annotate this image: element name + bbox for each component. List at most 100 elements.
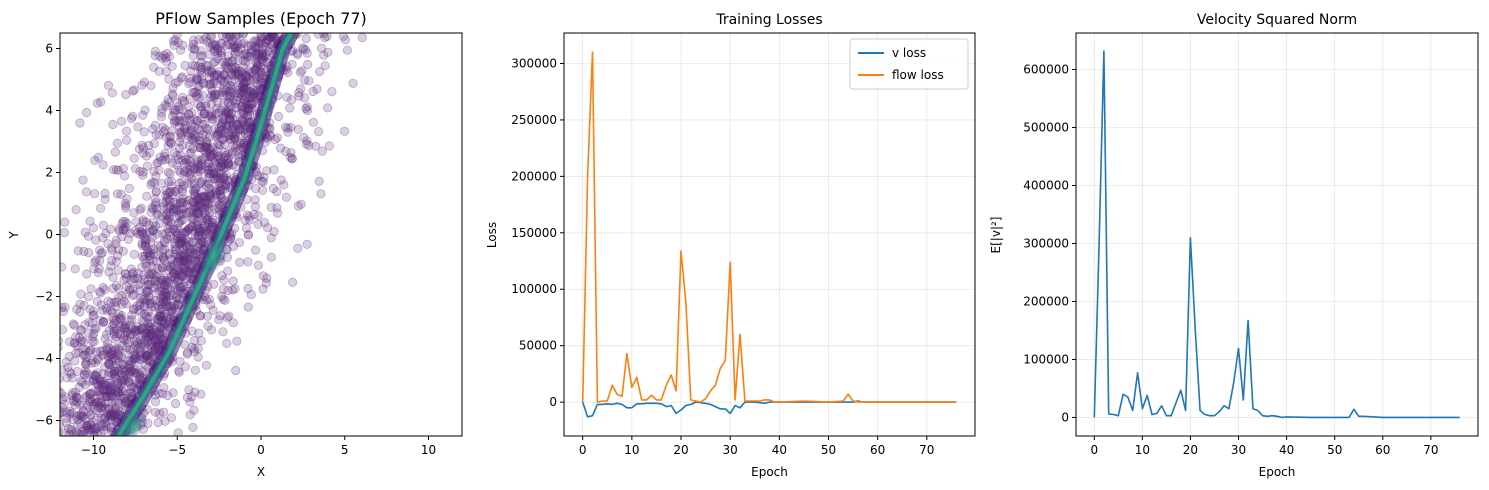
sample-point bbox=[126, 366, 136, 376]
sample-point bbox=[145, 328, 155, 338]
sample-point bbox=[118, 225, 128, 235]
sample-point bbox=[157, 211, 167, 221]
sample-point bbox=[209, 279, 219, 289]
sample-point bbox=[145, 148, 155, 158]
sample-point bbox=[185, 94, 195, 104]
sample-point bbox=[189, 344, 199, 354]
sample-point bbox=[252, 62, 262, 72]
sample-point bbox=[163, 276, 173, 286]
sample-point bbox=[192, 74, 202, 85]
sample-point bbox=[129, 336, 140, 346]
sample-point bbox=[41, 392, 49, 400]
sample-point bbox=[60, 306, 68, 317]
sample-point bbox=[154, 339, 164, 349]
sample-point bbox=[287, 154, 297, 164]
sample-point bbox=[164, 250, 174, 260]
sample-point bbox=[234, 66, 245, 76]
sample-point bbox=[195, 239, 205, 249]
sample-point bbox=[196, 159, 207, 169]
sample-point bbox=[122, 194, 132, 204]
sample-point bbox=[60, 336, 64, 346]
sample-point bbox=[147, 225, 158, 235]
velocity-norm-panel: 0 10 20 30 40 50 60 70 010000020000030000040000… bbox=[989, 12, 1479, 479]
sample-point bbox=[269, 227, 279, 237]
sample-point bbox=[169, 261, 179, 271]
sample-point bbox=[161, 190, 171, 200]
sample-point bbox=[217, 159, 227, 169]
sample-point bbox=[85, 345, 96, 355]
sample-point bbox=[209, 58, 219, 68]
sample-point bbox=[216, 38, 226, 48]
sample-point bbox=[75, 418, 86, 429]
sample-point bbox=[102, 343, 112, 353]
sample-point bbox=[129, 382, 139, 393]
sample-point bbox=[184, 128, 194, 139]
sample-point bbox=[160, 277, 170, 287]
sample-point bbox=[19, 356, 27, 364]
sample-point bbox=[242, 104, 252, 114]
sample-point bbox=[133, 325, 143, 335]
sample-point bbox=[222, 312, 232, 323]
sample-point bbox=[144, 321, 154, 332]
sample-point bbox=[217, 291, 227, 302]
sample-point bbox=[166, 261, 176, 271]
sample-point bbox=[92, 405, 102, 416]
sample-point bbox=[72, 396, 82, 407]
sample-point bbox=[302, 106, 312, 116]
sample-point bbox=[182, 200, 192, 210]
sample-point bbox=[95, 245, 105, 255]
sample-point bbox=[86, 409, 96, 419]
sample-point bbox=[120, 222, 130, 232]
sample-point bbox=[194, 247, 204, 257]
sample-point bbox=[73, 415, 83, 425]
sample-point bbox=[162, 57, 172, 67]
sample-point bbox=[137, 228, 147, 238]
sample-point bbox=[152, 229, 162, 239]
sample-point bbox=[115, 329, 125, 339]
sample-point bbox=[239, 79, 249, 89]
sample-point bbox=[114, 226, 125, 236]
sample-point bbox=[119, 393, 129, 403]
sample-point bbox=[292, 50, 303, 60]
sample-point bbox=[302, 59, 313, 70]
sample-point bbox=[116, 381, 126, 391]
sample-point bbox=[146, 179, 156, 190]
sample-point bbox=[228, 123, 238, 134]
sample-point bbox=[149, 282, 159, 293]
sample-point bbox=[179, 252, 189, 262]
sample-point bbox=[135, 229, 145, 240]
sample-point bbox=[177, 155, 187, 165]
sample-point bbox=[209, 46, 220, 57]
sample-point bbox=[124, 376, 134, 386]
sample-point bbox=[195, 102, 205, 112]
sample-point bbox=[161, 132, 171, 142]
sample-point bbox=[196, 238, 206, 248]
sample-point bbox=[228, 285, 238, 295]
sample-point bbox=[245, 99, 255, 109]
sample-point bbox=[204, 111, 214, 121]
sample-point bbox=[219, 163, 229, 173]
sample-point bbox=[86, 345, 96, 355]
sample-point bbox=[232, 66, 242, 77]
sample-point bbox=[200, 203, 210, 213]
sample-point bbox=[110, 409, 121, 420]
sample-point bbox=[241, 99, 251, 109]
sample-point bbox=[177, 271, 187, 282]
sample-point bbox=[249, 85, 259, 95]
sample-point bbox=[106, 243, 117, 253]
sample-point bbox=[122, 126, 132, 136]
y-tick-label: 300000 bbox=[1023, 236, 1069, 250]
sample-point bbox=[130, 164, 141, 174]
sample-point bbox=[231, 128, 241, 139]
sample-point bbox=[142, 344, 152, 354]
sample-point bbox=[126, 363, 136, 373]
sample-point bbox=[124, 183, 134, 193]
sample-point bbox=[209, 168, 219, 178]
sample-point bbox=[78, 406, 89, 416]
sample-point bbox=[196, 389, 206, 399]
sample-point bbox=[281, 146, 291, 157]
sample-point bbox=[77, 411, 88, 421]
sample-point bbox=[159, 202, 169, 212]
sample-point bbox=[174, 268, 184, 279]
sample-point bbox=[219, 152, 229, 163]
